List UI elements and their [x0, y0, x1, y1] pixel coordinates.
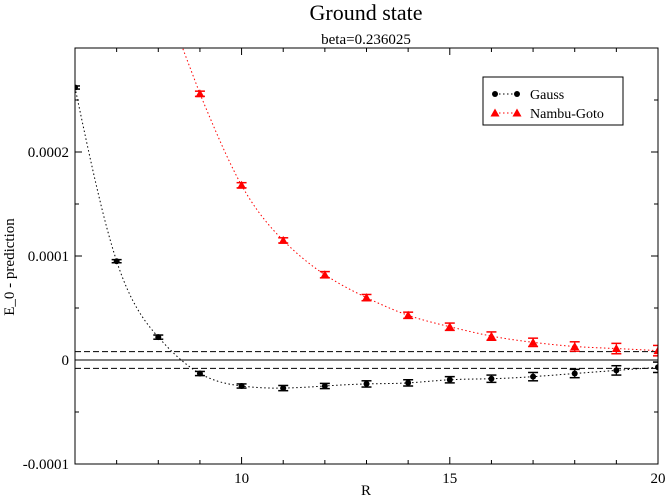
legend: Gauss Nambu-Goto [482, 76, 624, 126]
nambu-goto-point [361, 293, 372, 302]
gauss-marker [75, 84, 78, 91]
gauss-point [319, 382, 330, 390]
gauss-marker [613, 367, 620, 374]
nambu-goto-point [236, 180, 247, 189]
nambu-goto-marker [403, 310, 413, 319]
gauss-point [361, 380, 372, 388]
gauss-point [444, 375, 455, 384]
legend-box [482, 76, 624, 126]
y-tick-label: 0 [62, 353, 70, 369]
gauss-marker [196, 370, 203, 377]
legend-nambu-marker-left [490, 108, 500, 117]
gauss-marker [321, 383, 328, 389]
gauss-marker [655, 364, 658, 371]
gauss-marker [113, 258, 120, 265]
gauss-point [653, 361, 658, 374]
nambu-goto-marker [445, 322, 455, 331]
x-tick-label: 20 [651, 471, 666, 487]
gauss-curve [75, 87, 658, 389]
legend-gauss-marker-left [492, 91, 498, 97]
gauss-point [75, 84, 80, 91]
plot-frame [74, 47, 659, 465]
x-axis-label: R [361, 483, 371, 498]
reference-lines [75, 351, 658, 369]
gauss-marker [280, 385, 287, 392]
nambu-goto-point [611, 342, 622, 355]
nambu-goto-point [278, 235, 289, 244]
nambu-goto-point [569, 341, 580, 352]
gauss-marker [363, 380, 370, 387]
gauss-point [278, 384, 289, 392]
nambu-goto-marker [611, 344, 621, 353]
nambu-goto-point [444, 322, 455, 332]
nambu-goto-point [653, 344, 658, 357]
nambu-goto-point [319, 270, 330, 279]
gauss-marker [530, 373, 537, 380]
gauss-point [111, 258, 122, 265]
gauss-point [153, 334, 164, 341]
nambu-goto-marker [278, 235, 288, 244]
legend-gauss-marker-right [514, 91, 520, 97]
nambu-goto-point [403, 310, 414, 320]
y-tick-label: 0.0002 [28, 145, 69, 161]
gauss-marker [238, 383, 245, 389]
nambu-goto-marker [320, 270, 330, 279]
gauss-point [486, 374, 497, 384]
chart-subtitle: beta=0.236025 [321, 32, 411, 48]
y-tick-label: -0.0001 [23, 457, 69, 473]
nambu-goto-marker [237, 180, 247, 189]
nambu-goto-point [528, 337, 539, 348]
nambu-goto-point [194, 89, 205, 98]
gauss-marker [446, 376, 453, 383]
nambu-goto-marker [528, 337, 538, 346]
nambu-goto-marker [653, 346, 658, 355]
gauss-point [194, 370, 205, 377]
gauss-marker [155, 334, 162, 341]
nambu-goto-marker [195, 89, 205, 98]
legend-nambu-label: Nambu-Goto [530, 107, 604, 122]
y-tick-label: 0.0001 [28, 249, 69, 265]
nambu-goto-curve [182, 48, 658, 352]
nambu-goto-marker [486, 331, 496, 340]
gauss-point [569, 368, 580, 379]
chart-title: Ground state [309, 0, 422, 25]
x-tick-label: 15 [442, 471, 457, 487]
legend-gauss-label: Gauss [530, 88, 564, 103]
gauss-marker [571, 370, 578, 377]
gauss-marker [488, 375, 495, 382]
axis-ticks: 10 15 20 -0.0001 0 0.0001 0.0002 [23, 47, 666, 487]
gauss-marker [405, 379, 412, 386]
gauss-point [528, 371, 539, 382]
nambu-goto-marker [362, 293, 371, 302]
x-tick-label: 10 [234, 471, 249, 487]
y-axis-label: E_0 - prediction [2, 218, 18, 316]
gauss-point [236, 383, 247, 389]
nambu-goto-marker [570, 341, 580, 350]
nambu-goto-point [486, 331, 497, 341]
legend-nambu-marker-right [512, 108, 522, 117]
gauss-point [403, 379, 414, 387]
gauss-point [611, 364, 622, 376]
series-layer [75, 48, 658, 392]
